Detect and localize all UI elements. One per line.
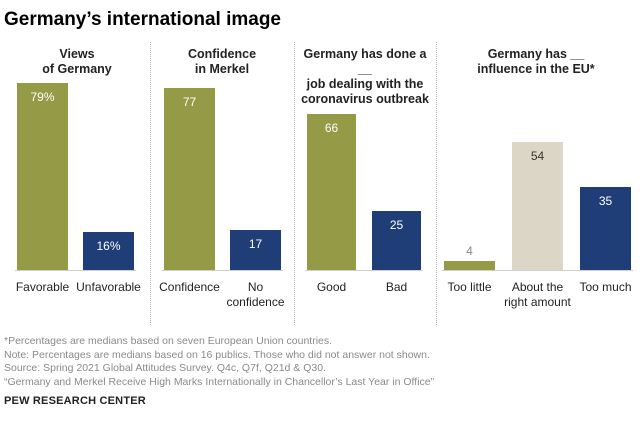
category-label: Good — [316, 280, 347, 294]
bar-value-label: 54 — [530, 149, 545, 163]
panel-divider — [436, 42, 438, 325]
bar-value-label: 79% — [30, 90, 55, 104]
baseline — [162, 270, 283, 271]
category-label: Too little — [447, 280, 492, 294]
chart-panel-3: Germany has done a __ job dealing with t… — [296, 42, 434, 325]
category-label: Unfavorable — [76, 280, 141, 294]
category-label: Favorable — [15, 280, 70, 294]
bar-unfavorable — [83, 232, 134, 270]
source-org: PEW RESEARCH CENTER — [4, 395, 146, 407]
bar-value-label: 16% — [96, 239, 121, 253]
footnotes: *Percentages are medians based on seven … — [4, 335, 434, 389]
panel-title: Views of Germany — [42, 47, 112, 76]
bar-value-label: 66 — [324, 121, 339, 135]
bar-value-label: 35 — [598, 194, 613, 208]
category-label: Bad — [385, 280, 408, 294]
bar-no-confidence — [230, 230, 281, 270]
bar-value-label: 25 — [389, 218, 404, 232]
chart-panel-1: Views of Germany 79% Favorable 16% Unfavorab… — [6, 42, 148, 325]
category-label: No confidence — [226, 280, 285, 309]
panel-divider — [150, 42, 152, 325]
bar-too-much — [580, 187, 631, 270]
baseline — [305, 270, 423, 271]
category-label: About the right amount — [504, 280, 571, 309]
footnote-asterisk: *Percentages are medians based on seven … — [4, 335, 333, 347]
bar-about-the-right-amount — [512, 142, 563, 270]
footnote-report-title: “Germany and Merkel Receive High Marks I… — [4, 375, 435, 388]
panel-divider — [294, 42, 296, 325]
chart-panel-4: Germany has __ influence in the EU* 4 Too … — [438, 42, 634, 325]
panel-title: Germany has done a __ job dealing with t… — [301, 47, 429, 106]
bar-confidence — [164, 88, 215, 270]
panel-title: Germany has __ influence in the EU* — [477, 47, 595, 76]
bar-favorable — [17, 83, 68, 270]
baseline — [15, 270, 136, 271]
footnote-note: Note: Percentages are medians based on 1… — [4, 348, 430, 361]
category-label: Confidence — [159, 280, 220, 294]
bar-too-little — [444, 261, 495, 270]
chart-panel-2: Confidence in Merkel 77 Confidence 17 No con… — [152, 42, 292, 325]
footnote-source: Source: Spring 2021 Global Attitudes Sur… — [4, 362, 326, 375]
bar-bad — [372, 211, 421, 270]
bar-value-label: 4 — [466, 244, 473, 258]
bar-value-label: 77 — [182, 95, 197, 109]
chart-title: Germany’s international image — [4, 9, 281, 30]
bar-good — [307, 114, 356, 270]
panel-title: Confidence in Merkel — [187, 47, 257, 76]
baseline — [442, 270, 633, 271]
bar-value-label: 17 — [248, 237, 263, 251]
category-label: Too much — [579, 280, 632, 294]
